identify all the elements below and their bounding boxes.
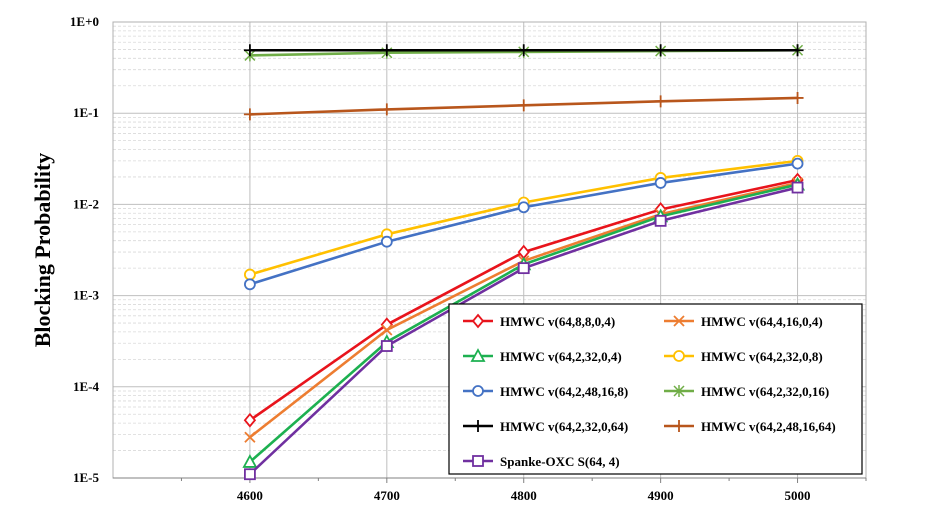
data-point — [517, 44, 530, 57]
data-point — [791, 91, 804, 104]
y-tick-label: 1E-1 — [73, 105, 99, 120]
data-point — [380, 44, 393, 57]
x-axis: 4600 4700 4800 4900 5000 — [113, 477, 867, 503]
x-tick-label: 4600 — [237, 488, 263, 503]
data-point — [243, 44, 256, 57]
data-point — [472, 420, 484, 432]
data-point — [242, 454, 258, 468]
legend-label: Spanke-OXC S(64, 4) — [500, 454, 620, 469]
data-point — [673, 420, 685, 432]
series-spanke-oxc-s-64-4- — [244, 181, 804, 481]
legend-label: HMWC v(64,2,32,0,4) — [500, 349, 622, 364]
data-point — [654, 95, 667, 108]
series-hmwc-v-64-2-48-16-64- — [243, 91, 804, 121]
legend-item: HMWC v(64,2,32,0,16) — [664, 384, 829, 399]
legend-label: HMWC v(64,2,32,0,16) — [701, 384, 829, 399]
data-point — [654, 214, 667, 227]
data-point — [381, 324, 393, 336]
data-point — [243, 412, 257, 428]
series-layer — [242, 44, 806, 481]
data-point — [673, 385, 685, 397]
data-point — [791, 44, 804, 57]
data-point — [673, 350, 685, 362]
data-point — [517, 262, 530, 275]
legend-label: HMWC v(64,2,32,0,8) — [701, 349, 823, 364]
x-tick-label: 4800 — [511, 488, 537, 503]
data-point — [791, 157, 804, 170]
data-point — [517, 201, 530, 214]
data-point — [673, 315, 685, 327]
data-point — [244, 278, 256, 291]
y-tick-label: 1E-3 — [73, 288, 100, 303]
data-point — [654, 177, 667, 189]
legend-item: HMWC v(64,2,32,0,64) — [463, 419, 628, 434]
data-point — [244, 268, 256, 281]
data-point — [472, 385, 484, 397]
series-hmwc-v-64-2-32-0-64- — [243, 44, 804, 57]
x-tick-label: 5000 — [785, 488, 811, 503]
legend-item: HMWC v(64,2,48,16,64) — [664, 419, 836, 434]
y-axis-title: Blocking Probability — [30, 153, 55, 348]
data-point — [470, 348, 486, 362]
legend-label: HMWC v(64,4,16,0,4) — [701, 314, 823, 329]
y-tick-label: 1E-5 — [73, 470, 100, 485]
series-hmwc-v-64-2-48-16-8- — [244, 157, 804, 291]
legend-item: HMWC v(64,4,16,0,4) — [664, 314, 823, 329]
y-tick-label: 1E-2 — [73, 196, 99, 211]
legend: HMWC v(64,8,8,0,4) HMWC v(64,4,16,0,4) HMW… — [448, 303, 863, 475]
data-point — [380, 235, 393, 248]
legend-item: HMWC v(64,8,8,0,4) — [463, 313, 615, 329]
data-point — [380, 340, 393, 352]
data-point — [654, 44, 667, 57]
data-point — [243, 108, 256, 121]
data-point — [791, 181, 804, 194]
data-point — [244, 468, 256, 481]
y-tick-label: 1E+0 — [70, 14, 99, 29]
legend-item: HMWC v(64,2,32,0,8) — [664, 349, 823, 364]
data-point — [472, 455, 484, 467]
legend-item: Spanke-OXC S(64, 4) — [463, 454, 620, 469]
data-point — [380, 103, 393, 116]
legend-label: HMWC v(64,8,8,0,4) — [500, 314, 615, 329]
legend-box — [448, 303, 863, 475]
data-point — [244, 431, 256, 443]
x-tick-label: 4700 — [374, 488, 400, 503]
data-point — [517, 99, 530, 112]
legend-item: HMWC v(64,2,48,16,8) — [463, 384, 628, 399]
legend-item: HMWC v(64,2,32,0,4) — [463, 348, 622, 364]
y-tick-label: 1E-4 — [73, 379, 100, 394]
y-axis: 1E-5 1E-4 1E-3 1E-2 1E-1 1E+0 — [70, 14, 100, 485]
data-point — [471, 313, 485, 329]
legend-label: HMWC v(64,2,32,0,64) — [500, 419, 628, 434]
legend-label: HMWC v(64,2,48,16,8) — [500, 384, 628, 399]
legend-label: HMWC v(64,2,48,16,64) — [701, 419, 836, 434]
x-tick-label: 4900 — [648, 488, 674, 503]
